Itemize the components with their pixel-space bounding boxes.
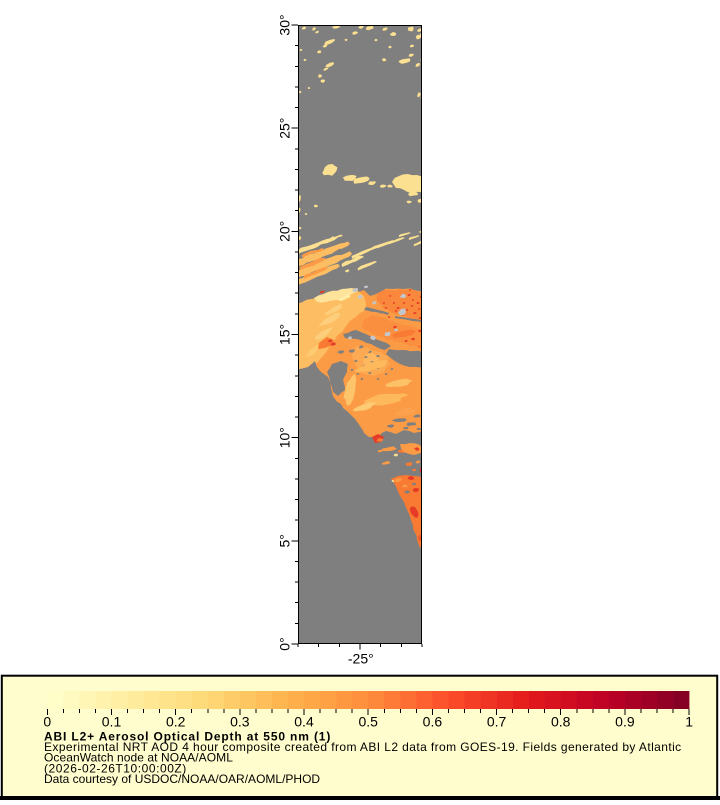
svg-text:1: 1 [685,714,693,730]
svg-text:0.7: 0.7 [487,714,507,730]
svg-text:0.9: 0.9 [615,714,635,730]
svg-text:0.3: 0.3 [230,714,250,730]
svg-text:25°: 25° [277,118,293,139]
svg-text:Data courtesy of USDOC/NOAA/OA: Data courtesy of USDOC/NOAA/OAR/AOML/PHO… [44,772,320,786]
svg-text:0.5: 0.5 [358,714,378,730]
svg-text:10°: 10° [277,427,293,448]
svg-text:30°: 30° [277,14,293,35]
svg-text:0.8: 0.8 [551,714,571,730]
svg-text:0.4: 0.4 [294,714,314,730]
svg-text:15°: 15° [277,324,293,345]
svg-text:Experimental NRT AOD 4 hour co: Experimental NRT AOD 4 hour composite cr… [44,740,682,754]
svg-text:0.2: 0.2 [166,714,186,730]
svg-text:0°: 0° [277,637,293,650]
svg-text:0: 0 [43,714,51,730]
svg-text:5°: 5° [277,534,293,547]
svg-text:0.1: 0.1 [102,714,122,730]
svg-text:-25°: -25° [348,651,374,667]
svg-text:(2026-02-26T10:00:00Z): (2026-02-26T10:00:00Z) [44,761,187,775]
svg-text:OceanWatch node at NOAA/AOML: OceanWatch node at NOAA/AOML [44,751,233,765]
svg-text:20°: 20° [277,221,293,242]
svg-text:0.6: 0.6 [423,714,443,730]
svg-text:ABI L2+ Aerosol Optical Depth: ABI L2+ Aerosol Optical Depth at 550 nm … [44,730,331,744]
